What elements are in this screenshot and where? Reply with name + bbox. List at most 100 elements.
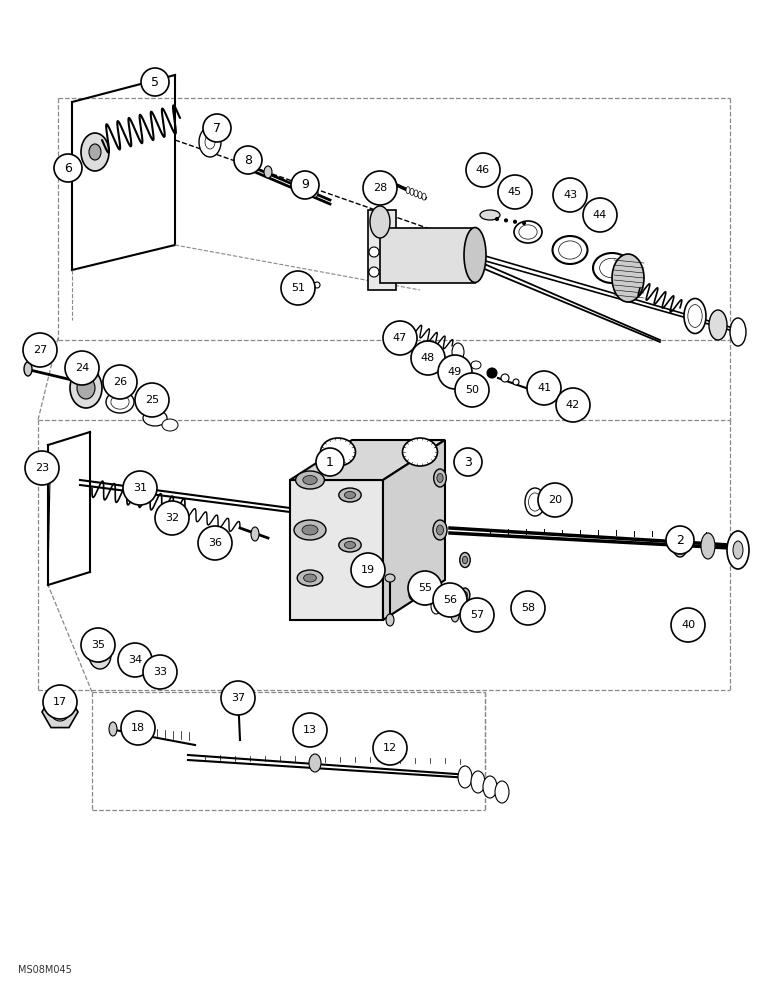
Ellipse shape bbox=[414, 190, 418, 197]
Text: 18: 18 bbox=[131, 723, 145, 733]
Text: 56: 56 bbox=[443, 595, 457, 605]
Text: 5: 5 bbox=[151, 76, 159, 89]
Circle shape bbox=[81, 628, 115, 662]
Ellipse shape bbox=[688, 305, 703, 327]
Text: 13: 13 bbox=[303, 725, 317, 735]
Ellipse shape bbox=[437, 474, 443, 483]
Ellipse shape bbox=[303, 574, 317, 582]
Ellipse shape bbox=[434, 469, 446, 487]
Text: 28: 28 bbox=[373, 183, 387, 193]
Ellipse shape bbox=[309, 754, 321, 772]
Ellipse shape bbox=[418, 192, 422, 198]
Circle shape bbox=[23, 333, 57, 367]
Ellipse shape bbox=[471, 771, 485, 793]
Ellipse shape bbox=[297, 570, 323, 586]
Circle shape bbox=[523, 222, 526, 225]
Text: 48: 48 bbox=[421, 353, 435, 363]
Circle shape bbox=[118, 643, 152, 677]
Circle shape bbox=[383, 321, 417, 355]
Circle shape bbox=[141, 68, 169, 96]
Ellipse shape bbox=[733, 541, 743, 559]
Ellipse shape bbox=[701, 533, 715, 559]
Circle shape bbox=[511, 591, 545, 625]
Circle shape bbox=[454, 448, 482, 476]
Circle shape bbox=[314, 282, 320, 288]
Text: 25: 25 bbox=[145, 395, 159, 405]
Circle shape bbox=[316, 448, 344, 476]
Circle shape bbox=[135, 383, 169, 417]
Text: 17: 17 bbox=[53, 697, 67, 707]
Ellipse shape bbox=[344, 491, 356, 498]
Ellipse shape bbox=[106, 391, 134, 413]
Circle shape bbox=[504, 219, 507, 222]
Text: 6: 6 bbox=[64, 161, 72, 174]
Ellipse shape bbox=[553, 236, 587, 264]
Ellipse shape bbox=[519, 225, 537, 239]
Ellipse shape bbox=[612, 254, 644, 302]
Text: 40: 40 bbox=[681, 620, 695, 630]
Ellipse shape bbox=[292, 180, 298, 188]
Circle shape bbox=[513, 379, 519, 385]
Ellipse shape bbox=[157, 669, 168, 677]
Ellipse shape bbox=[462, 591, 468, 598]
Text: 55: 55 bbox=[418, 583, 432, 593]
Ellipse shape bbox=[410, 188, 414, 195]
Text: 41: 41 bbox=[537, 383, 551, 393]
Circle shape bbox=[553, 178, 587, 212]
Ellipse shape bbox=[302, 525, 318, 535]
Circle shape bbox=[123, 471, 157, 505]
Ellipse shape bbox=[296, 471, 324, 489]
Circle shape bbox=[143, 655, 177, 689]
Bar bbox=[380, 228, 475, 283]
Text: 26: 26 bbox=[113, 377, 127, 387]
Circle shape bbox=[43, 685, 77, 719]
Text: 23: 23 bbox=[35, 463, 49, 473]
Ellipse shape bbox=[525, 488, 545, 516]
Circle shape bbox=[556, 388, 590, 422]
Circle shape bbox=[369, 267, 379, 277]
Ellipse shape bbox=[339, 488, 361, 502]
Circle shape bbox=[666, 526, 694, 554]
Text: 33: 33 bbox=[153, 667, 167, 677]
Ellipse shape bbox=[81, 133, 109, 171]
Text: 46: 46 bbox=[476, 165, 490, 175]
Ellipse shape bbox=[235, 688, 242, 698]
Circle shape bbox=[351, 553, 385, 587]
Ellipse shape bbox=[460, 588, 470, 602]
Circle shape bbox=[433, 583, 467, 617]
Ellipse shape bbox=[672, 529, 688, 557]
Polygon shape bbox=[290, 440, 445, 480]
Circle shape bbox=[460, 598, 494, 632]
Text: MS08M045: MS08M045 bbox=[18, 965, 72, 975]
Ellipse shape bbox=[464, 228, 486, 282]
Ellipse shape bbox=[684, 298, 706, 334]
Polygon shape bbox=[383, 440, 445, 620]
Circle shape bbox=[538, 483, 572, 517]
Circle shape bbox=[203, 114, 231, 142]
Ellipse shape bbox=[406, 187, 410, 194]
Circle shape bbox=[198, 526, 232, 560]
Ellipse shape bbox=[402, 438, 438, 466]
Ellipse shape bbox=[483, 776, 497, 798]
Text: 50: 50 bbox=[465, 385, 479, 395]
Ellipse shape bbox=[709, 310, 727, 340]
Bar bbox=[290, 480, 383, 620]
Circle shape bbox=[291, 171, 319, 199]
Ellipse shape bbox=[251, 527, 259, 541]
Ellipse shape bbox=[529, 493, 541, 511]
Circle shape bbox=[455, 373, 489, 407]
Ellipse shape bbox=[344, 542, 356, 548]
Ellipse shape bbox=[593, 253, 631, 283]
Circle shape bbox=[496, 218, 499, 221]
Ellipse shape bbox=[77, 377, 95, 399]
Circle shape bbox=[234, 146, 262, 174]
Circle shape bbox=[409, 589, 421, 601]
Bar bbox=[368, 210, 396, 290]
Text: 34: 34 bbox=[128, 655, 142, 665]
Ellipse shape bbox=[727, 531, 749, 569]
Ellipse shape bbox=[95, 648, 105, 662]
Ellipse shape bbox=[89, 144, 101, 160]
Circle shape bbox=[363, 171, 397, 205]
Circle shape bbox=[501, 374, 509, 382]
Text: 58: 58 bbox=[521, 603, 535, 613]
